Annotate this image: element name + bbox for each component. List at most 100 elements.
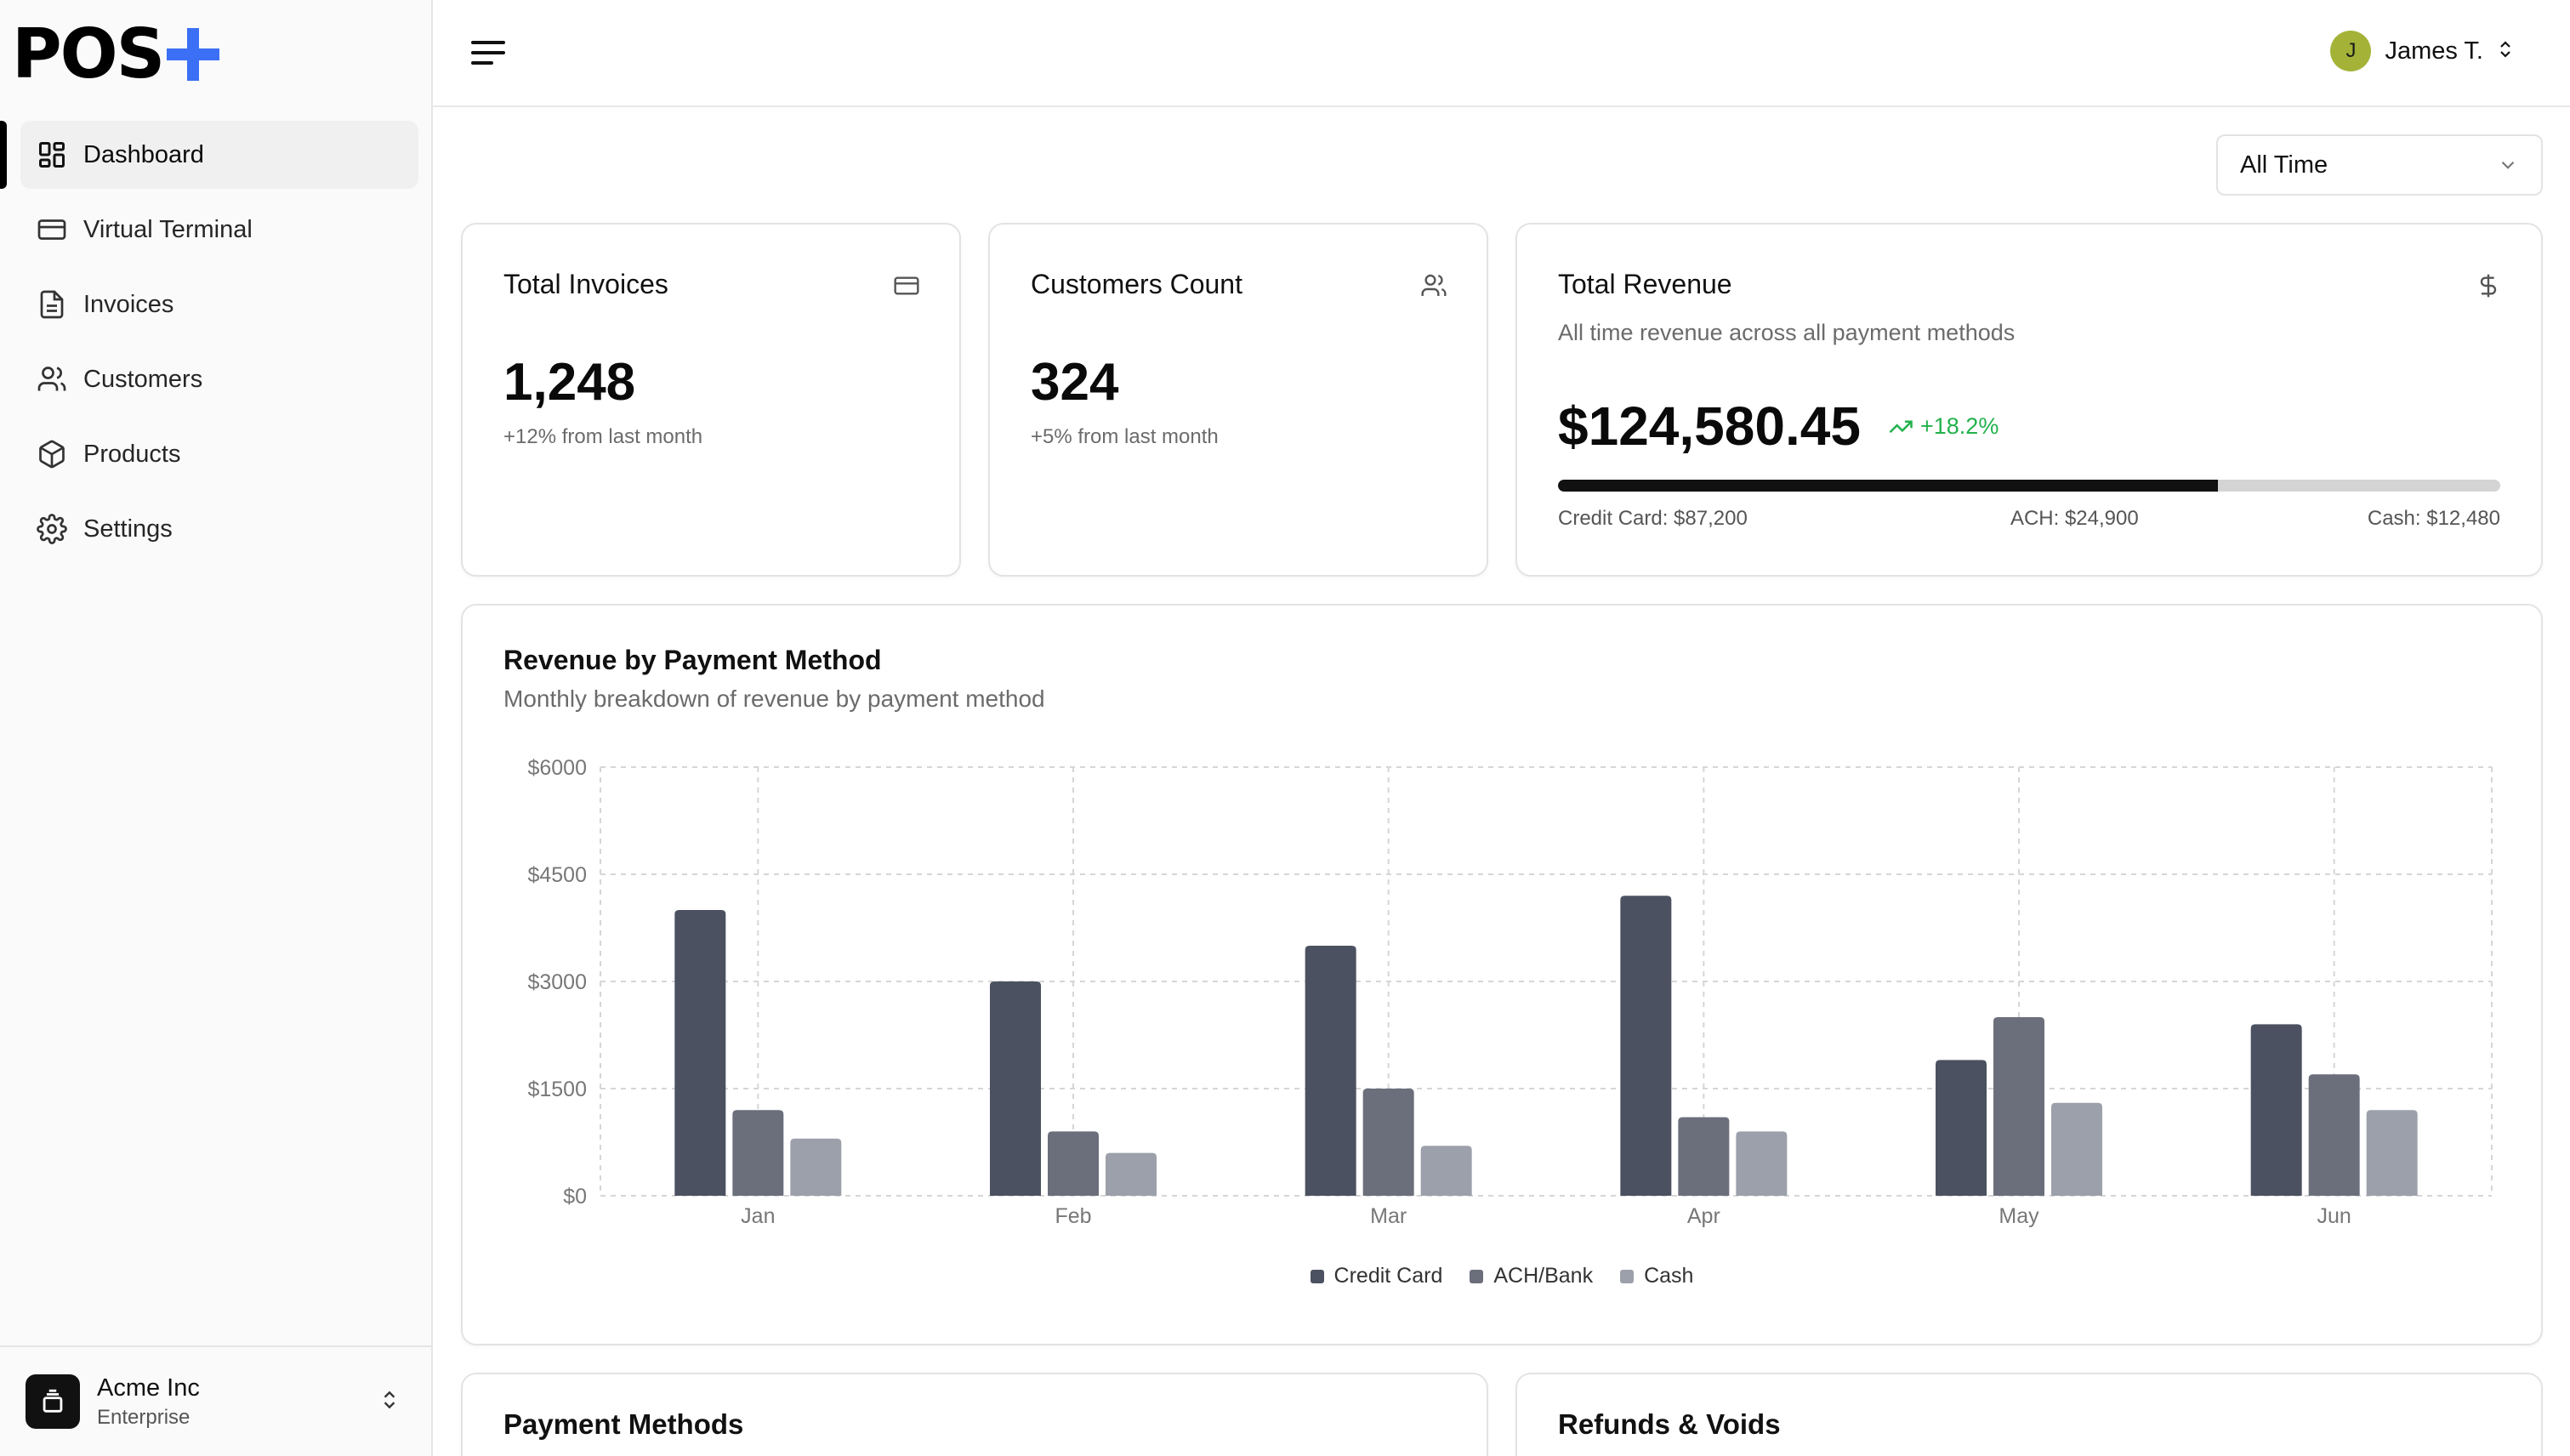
bar-cash-jun[interactable] [2366, 1110, 2418, 1196]
plus-icon [167, 28, 220, 81]
avatar: J [2330, 31, 2372, 71]
legend-label: Credit Card [1333, 1264, 1443, 1288]
sidebar-item-customers[interactable]: Customers [20, 345, 418, 413]
trending-up-icon [1889, 420, 1913, 433]
revenue-bar-chart: $0 $1500 $3000 $4500 $6000 Jan Feb Mar Apr May Jun [527, 756, 2493, 1228]
x-tick-label: Mar [1370, 1204, 1407, 1228]
chart-legend: Credit Card ACH/Bank Cash [463, 1264, 2541, 1288]
sidebar-item-virtual-terminal[interactable]: Virtual Terminal [20, 196, 418, 264]
user-name: James T. [2385, 37, 2483, 65]
credit-card-total: Credit Card: $87,200 [1558, 507, 1748, 530]
sidebar: POS Dashboard Virtual Terminal Invoices [0, 0, 433, 1456]
sidebar-item-label: Dashboard [83, 140, 204, 168]
bar-cash-feb[interactable] [1106, 1152, 1157, 1196]
sidebar-nav: Dashboard Virtual Terminal Invoices Cust… [0, 121, 418, 570]
sidebar-item-settings[interactable]: Settings [20, 495, 418, 563]
revenue-trend-value: +18.2% [1920, 413, 1999, 439]
customers-count-card: Customers Count 324 +5% from last month [988, 223, 1488, 577]
chevrons-up-down-icon [2495, 37, 2516, 66]
legend-item-credit-card: Credit Card [1310, 1264, 1443, 1288]
invoices-change: +12% from last month [503, 425, 703, 448]
bar-credit-card-apr[interactable] [1620, 896, 1672, 1196]
pos-logo[interactable]: POS [12, 14, 220, 94]
legend-item-ach: ACH/Bank [1470, 1264, 1593, 1288]
sidebar-item-label: Settings [83, 515, 173, 543]
card-title: Refunds & Voids [1558, 1408, 1781, 1440]
bar-ach-bank-jun[interactable] [2308, 1074, 2360, 1196]
users-icon [1420, 272, 1447, 304]
payment-breakdown: Credit Card: $87,200 ACH: $24,900 Cash: … [1558, 507, 2500, 531]
layout-grid-icon [36, 139, 68, 171]
x-tick-label: Jun [2317, 1204, 2351, 1228]
x-tick-label: May [1999, 1204, 2039, 1228]
bar-cash-apr[interactable] [1736, 1131, 1788, 1196]
bar-credit-card-jan[interactable] [674, 910, 726, 1196]
y-tick-label: $3000 [527, 970, 587, 994]
legend-swatch [1310, 1269, 1324, 1283]
bar-ach-bank-apr[interactable] [1678, 1117, 1730, 1196]
org-switcher[interactable]: Acme Inc Enterprise [0, 1345, 431, 1456]
y-tick-label: $4500 [527, 863, 587, 887]
total-invoices-card: Total Invoices 1,248 +12% from last mont… [461, 223, 961, 577]
x-tick-label: Apr [1687, 1204, 1720, 1228]
user-menu[interactable]: J James T. [2330, 31, 2516, 71]
chevron-down-icon [2501, 161, 2515, 169]
bar-credit-card-mar[interactable] [1305, 946, 1356, 1196]
hamburger-icon [471, 41, 505, 65]
chart-subtitle: Monthly breakdown of revenue by payment … [503, 685, 1045, 712]
sidebar-item-label: Customers [83, 365, 203, 393]
legend-item-cash: Cash [1620, 1264, 1693, 1288]
org-info: Acme Inc Enterprise [97, 1374, 378, 1430]
bar-ach-bank-may[interactable] [1993, 1017, 2044, 1196]
bar-credit-card-feb[interactable] [990, 981, 1041, 1196]
revenue-description: All time revenue across all payment meth… [1558, 320, 2016, 345]
credit-card-share-bar [1558, 480, 2218, 492]
card-title: Customers Count [1031, 269, 1242, 299]
bar-cash-jan[interactable] [790, 1138, 842, 1196]
credit-card-icon [36, 213, 68, 246]
payment-mix-progress [1558, 480, 2500, 492]
org-plan: Enterprise [97, 1405, 190, 1429]
sidebar-item-products[interactable]: Products [20, 420, 418, 488]
chart-title: Revenue by Payment Method [503, 645, 882, 675]
invoices-count: 1,248 [503, 353, 636, 412]
customers-count: 324 [1031, 353, 1119, 412]
bar-ach-bank-mar[interactable] [1362, 1089, 1414, 1196]
sidebar-item-label: Virtual Terminal [83, 215, 253, 243]
ach-total: ACH: $24,900 [2010, 507, 2139, 530]
sidebar-item-invoices[interactable]: Invoices [20, 270, 418, 338]
refunds-voids-card: Refunds & Voids [1515, 1373, 2543, 1456]
card-title: Payment Methods [503, 1408, 744, 1440]
revenue-total: $124,580.45 [1558, 395, 1861, 457]
dollar-icon [2475, 272, 2502, 304]
total-revenue-card: Total Revenue All time revenue across al… [1515, 223, 2543, 577]
revenue-trend: +18.2% [1888, 413, 1999, 440]
bar-ach-bank-jan[interactable] [732, 1110, 784, 1196]
cash-total: Cash: $12,480 [2367, 507, 2500, 530]
legend-label: ACH/Bank [1493, 1264, 1594, 1288]
logo-text: POS [12, 14, 165, 94]
file-text-icon [36, 288, 68, 321]
legend-label: Cash [1644, 1264, 1694, 1288]
bar-cash-may[interactable] [2051, 1102, 2102, 1196]
y-tick-label: $0 [563, 1185, 587, 1209]
sidebar-item-dashboard[interactable]: Dashboard [0, 121, 418, 189]
chevrons-up-down-icon [378, 1387, 401, 1417]
card-title: Total Revenue [1558, 269, 1732, 299]
menu-toggle-button[interactable] [470, 34, 508, 71]
org-logo-icon [26, 1374, 80, 1429]
bar-ach-bank-feb[interactable] [1048, 1131, 1099, 1196]
credit-card-icon [893, 272, 920, 304]
card-title: Total Invoices [503, 269, 668, 299]
payment-methods-card: Payment Methods [461, 1373, 1488, 1456]
bar-credit-card-jun[interactable] [2250, 1024, 2302, 1196]
bar-credit-card-may[interactable] [1936, 1060, 1987, 1196]
org-name: Acme Inc [97, 1374, 200, 1402]
revenue-chart-card: $0 $1500 $3000 $4500 $6000 Jan Feb Mar Apr May Jun… [461, 604, 2543, 1345]
sidebar-item-label: Invoices [83, 290, 174, 318]
time-range-select[interactable]: All Time [2216, 134, 2543, 196]
y-tick-label: $1500 [527, 1078, 587, 1101]
gear-icon [36, 513, 68, 545]
bar-cash-mar[interactable] [1420, 1146, 1472, 1196]
y-tick-label: $6000 [527, 756, 587, 780]
